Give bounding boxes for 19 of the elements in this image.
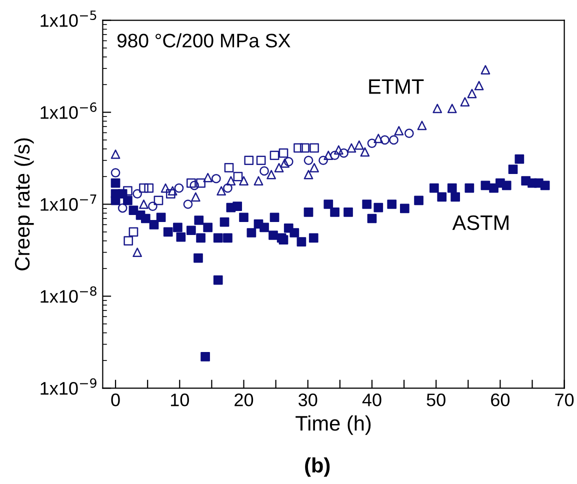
annotation: ASTM (452, 215, 508, 230)
x-tick-label: 30 (298, 394, 318, 406)
y-tick-label: 1x10$^{−7}$ (40, 194, 96, 211)
x-tick-label: 0 (111, 394, 120, 406)
y-axis-title: Creep rate (/s) (14, 138, 34, 270)
x-tick-label: 70 (555, 394, 574, 406)
x-tick-label: 20 (234, 394, 254, 406)
x-axis-title: Time (h) (296, 415, 371, 435)
x-tick-label: 10 (170, 394, 189, 406)
y-tick-label: 1x10$^{−6}$ (40, 102, 97, 119)
text: 980 °C/200 MPa SX (117, 33, 290, 48)
x-tick-label: 50 (426, 394, 446, 406)
x-tick-label: 60 (491, 394, 510, 406)
y-tick-label: 1x10$^{−9}$ (40, 378, 96, 395)
annotation: ETMT (369, 79, 424, 94)
x-tick-label: 40 (362, 394, 382, 406)
text: (b) (305, 457, 330, 477)
y-tick-label: 1x10$^{−8}$ (40, 286, 96, 303)
y-tick-label: 1x10$^{−5}$ (40, 10, 96, 27)
